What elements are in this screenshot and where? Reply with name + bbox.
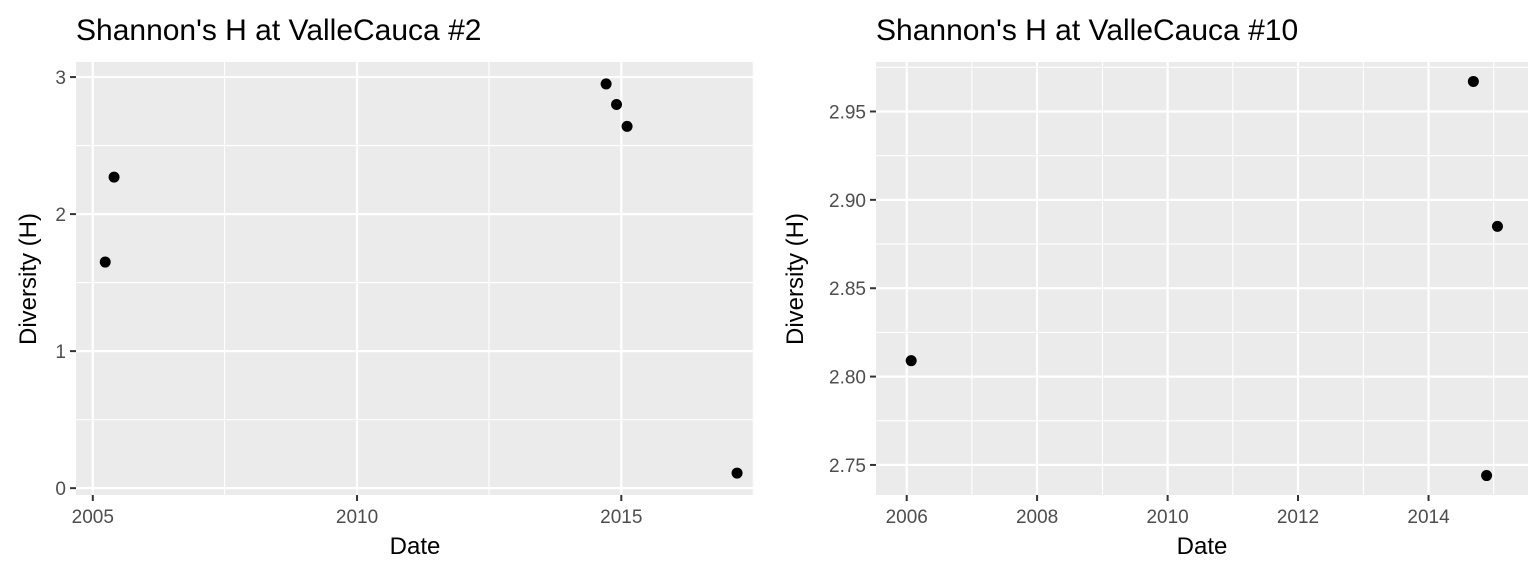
axis-ticks: 2006 2008 2010 2012 2014 2.75 2.80 2.85 2.90 2.95 — [829, 102, 1450, 528]
data-point — [731, 467, 743, 479]
x-tick-label: 2012 — [1277, 507, 1319, 528]
data-point — [108, 171, 120, 183]
grid-lines — [876, 62, 1528, 495]
data-point — [99, 256, 111, 268]
x-tick-label: 2006 — [886, 507, 928, 528]
y-axis-title: Diversity (H) — [782, 213, 809, 345]
chart-title: Shannon's H at ValleCauca #10 — [876, 14, 1298, 47]
y-tick-label: 2.90 — [829, 191, 866, 212]
data-point — [600, 78, 612, 90]
y-tick-label: 0 — [55, 479, 66, 500]
data-point — [1491, 220, 1503, 232]
x-tick-label: 2010 — [336, 507, 378, 528]
data-point — [1481, 470, 1493, 482]
x-tick-label: 2005 — [72, 507, 114, 528]
data-point — [1467, 75, 1479, 87]
axis-ticks: 2005 2010 2015 0 1 2 3 — [55, 68, 642, 528]
data-point — [621, 120, 633, 132]
x-tick-label: 2008 — [1016, 507, 1058, 528]
y-tick-label: 2.95 — [829, 102, 866, 123]
data-points — [905, 75, 1503, 482]
y-axis-title: Diversity (H) — [15, 213, 42, 345]
data-point — [611, 98, 623, 110]
data-point — [905, 355, 917, 367]
y-tick-label: 2.85 — [829, 279, 866, 300]
y-tick-label: 3 — [55, 68, 66, 89]
x-axis-title: Date — [1177, 533, 1228, 560]
x-tick-label: 2010 — [1146, 507, 1188, 528]
y-tick-label: 2.75 — [829, 456, 866, 477]
x-axis-title: Date — [390, 533, 441, 560]
x-tick-label: 2015 — [600, 507, 642, 528]
plot-area — [76, 62, 754, 495]
x-tick-label: 2014 — [1407, 507, 1450, 528]
y-tick-label: 2 — [55, 205, 66, 226]
chart-title: Shannon's H at ValleCauca #2 — [76, 14, 481, 47]
plot-area — [876, 62, 1528, 495]
y-tick-label: 1 — [55, 342, 66, 363]
chart-panel-diversity-site-10: Shannon's H at ValleCauca #10 2006 2008 20… — [782, 14, 1528, 560]
grid-lines — [76, 62, 754, 495]
data-points — [99, 78, 743, 479]
chart-panel-diversity-site-2: Shannon's H at ValleCauca #2 2005 2010 201… — [15, 14, 754, 560]
y-tick-label: 2.80 — [829, 368, 866, 389]
